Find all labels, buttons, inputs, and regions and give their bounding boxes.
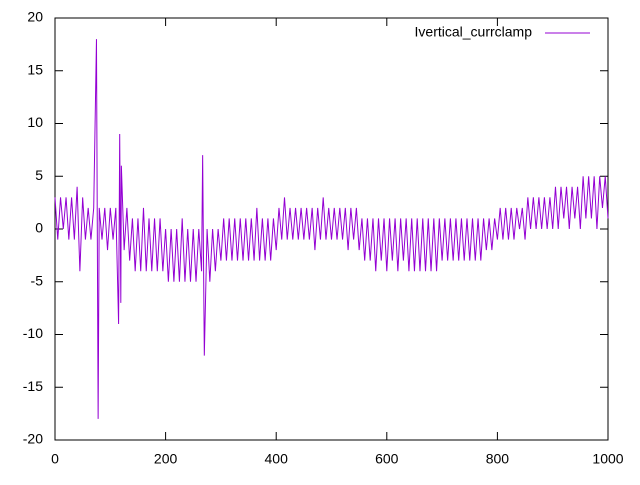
- y-tick-label: -5: [31, 272, 44, 288]
- y-tick-label: -10: [23, 325, 43, 341]
- x-tick-label: 600: [375, 451, 399, 467]
- legend-label: Ivertical_currclamp: [415, 24, 533, 40]
- y-tick-label: 10: [27, 114, 43, 130]
- y-tick-label: 5: [35, 167, 43, 183]
- y-tick-label: 20: [27, 9, 43, 25]
- y-tick-label: -15: [23, 378, 43, 394]
- x-tick-label: 1000: [592, 451, 623, 467]
- x-tick-label: 800: [486, 451, 510, 467]
- y-tick-label: 0: [35, 220, 43, 236]
- x-tick-label: 200: [154, 451, 178, 467]
- x-tick-label: 400: [265, 451, 289, 467]
- x-tick-label: 0: [51, 451, 59, 467]
- data-line: [54, 39, 609, 419]
- y-tick-label: 15: [27, 61, 43, 77]
- y-tick-label: -20: [23, 431, 43, 447]
